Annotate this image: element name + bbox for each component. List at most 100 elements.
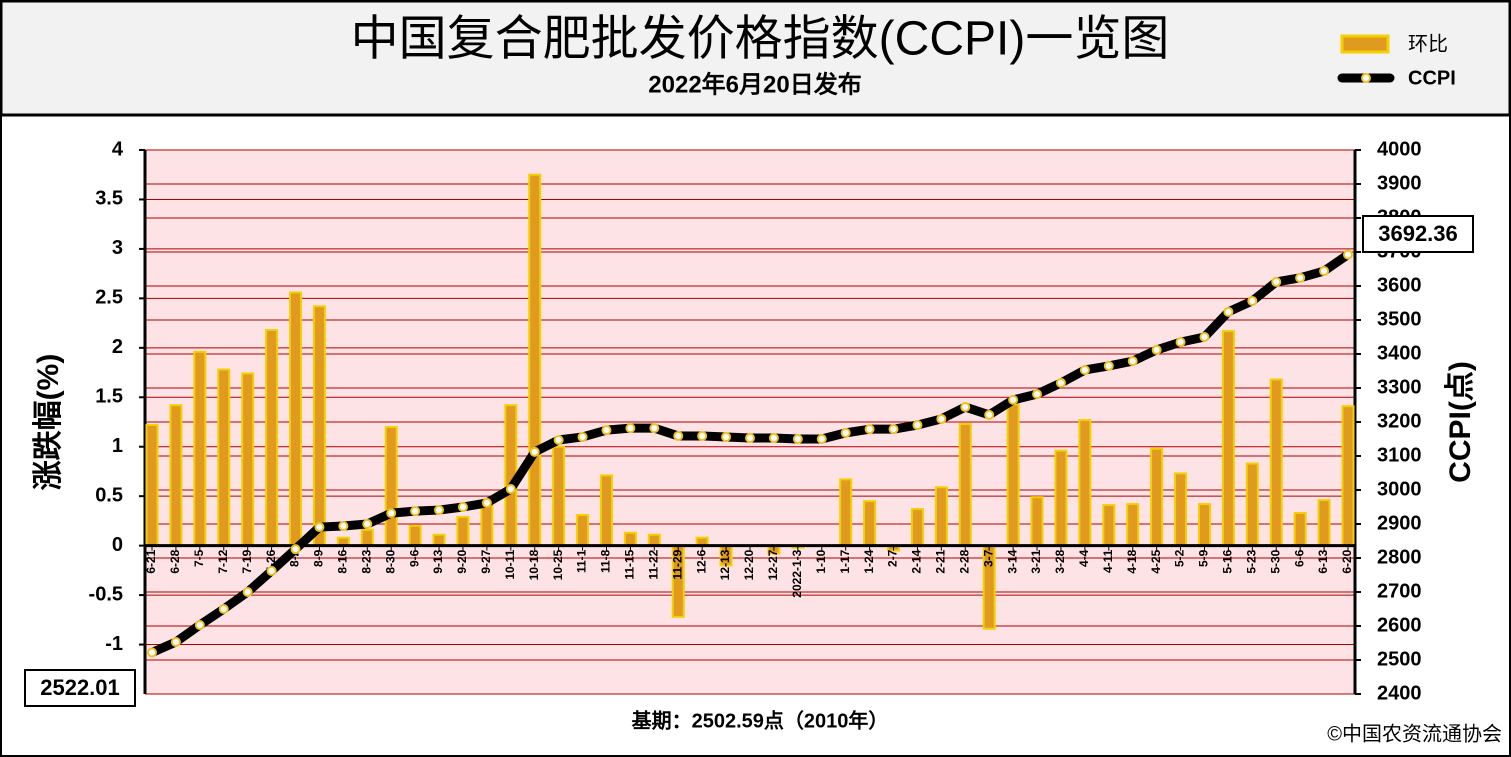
line-marker (505, 483, 516, 494)
x-tick-label: 3-14 (1005, 549, 1019, 573)
line-marker (1343, 249, 1353, 260)
bar (312, 305, 326, 547)
x-tick-label: 5-16 (1221, 549, 1235, 573)
line-marker (697, 430, 708, 441)
line-marker (457, 502, 468, 512)
line-marker (434, 505, 445, 516)
bar (1126, 503, 1140, 547)
y-tick-label: 1.5 (95, 386, 123, 408)
y-tick-label: 3.5 (95, 188, 123, 210)
x-tick-label: 6-6 (1292, 549, 1306, 567)
line-marker (1079, 364, 1090, 375)
y-tick-label: -0.5 (89, 583, 123, 605)
y2-tick-label: 3100 (1377, 444, 1422, 466)
line-marker (290, 544, 301, 555)
bar (1006, 403, 1020, 547)
x-tick-label: 5-2 (1173, 549, 1187, 567)
bar (360, 528, 374, 547)
x-tick-label: 4-18 (1125, 549, 1139, 573)
legend-swatch (1361, 73, 1371, 83)
line-marker (386, 508, 397, 519)
bar (1030, 496, 1044, 547)
line-marker (864, 424, 875, 435)
bar (432, 533, 446, 547)
line-marker (1175, 337, 1186, 348)
x-tick-label: 4-11 (1101, 549, 1115, 573)
source: ©中国农资流通协会 (1327, 722, 1502, 745)
line-marker (147, 647, 157, 658)
line-marker (266, 565, 277, 576)
line-marker (1127, 356, 1138, 367)
y2-tick-label: 2600 (1377, 614, 1422, 636)
y2-tick-label: 3600 (1377, 274, 1422, 296)
line-marker (888, 424, 899, 435)
y2-tick-label: 2900 (1377, 512, 1422, 534)
x-tick-label: 8-23 (359, 549, 373, 573)
x-tick-label: 12-6 (694, 549, 708, 573)
bar (934, 486, 948, 547)
bar (408, 524, 422, 547)
line-marker (984, 409, 995, 420)
legend-label: 环比 (1408, 32, 1448, 55)
line-marker (816, 434, 827, 444)
bar (289, 291, 303, 547)
value-label-box (24, 669, 136, 707)
line-marker (1223, 306, 1234, 317)
bar (1150, 447, 1164, 547)
y2-tick-label: 3300 (1377, 376, 1422, 398)
line-marker (649, 423, 660, 434)
bar (1221, 330, 1235, 547)
bar (1269, 378, 1283, 547)
bar (1078, 419, 1092, 547)
y-tick-label: 2.5 (95, 287, 123, 309)
x-tick-label: 7-12 (216, 549, 230, 573)
y-tick-label: 4 (112, 138, 124, 160)
x-tick-label: 10-11 (503, 549, 517, 579)
y2-tick-label: 4000 (1377, 138, 1422, 160)
x-tick-label: 2-28 (957, 549, 971, 573)
bar (1341, 405, 1355, 547)
line-marker (792, 434, 803, 444)
x-tick-label: 6-28 (168, 549, 182, 573)
bar (1245, 462, 1259, 547)
line-marker (362, 519, 373, 529)
x-tick-label: 2-14 (910, 549, 924, 573)
y2-tick-label: 2500 (1377, 648, 1422, 670)
line-marker (529, 446, 540, 457)
x-tick-label: 10-25 (551, 549, 565, 580)
y2-tick-label: 2800 (1377, 546, 1422, 568)
header (0, 0, 1511, 117)
line-marker (410, 506, 421, 517)
line-marker (218, 604, 229, 614)
x-tick-label: 5-9 (1197, 549, 1211, 567)
x-tick-label: 6-21 (144, 549, 158, 573)
line-marker (960, 402, 971, 413)
x-tick-label: 5-30 (1268, 549, 1282, 573)
x-tick-label: 11-15 (623, 549, 637, 579)
x-tick-label: 2-7 (886, 549, 900, 567)
bar (528, 173, 542, 547)
x-tick-label: 11-1 (575, 549, 589, 573)
bar (576, 513, 590, 547)
x-tick-label: 6-20 (1340, 549, 1354, 573)
x-tick-label: 3-28 (1053, 549, 1067, 573)
y-axis-label: 涨跌幅(%) (32, 354, 65, 491)
bar (1174, 472, 1188, 547)
y-tick-label: -1 (105, 633, 123, 655)
legend-label: CCPI (1408, 67, 1456, 89)
y-tick-label: 3 (112, 237, 123, 259)
y2-tick-label: 2400 (1377, 682, 1422, 704)
bar (217, 368, 231, 547)
line-marker (625, 423, 636, 434)
bar (241, 372, 255, 547)
bar (910, 508, 924, 547)
bar (145, 423, 159, 547)
y-tick-label: 1 (112, 435, 123, 457)
bar (193, 350, 207, 547)
x-tick-label: 1-10 (814, 549, 828, 573)
line-marker (242, 587, 253, 597)
x-tick-label: 8-9 (312, 549, 326, 567)
line-marker (577, 431, 588, 442)
bar (456, 515, 470, 547)
chart-title: 中国复合肥批发价格指数(CCPI)一览图 (351, 13, 1170, 66)
